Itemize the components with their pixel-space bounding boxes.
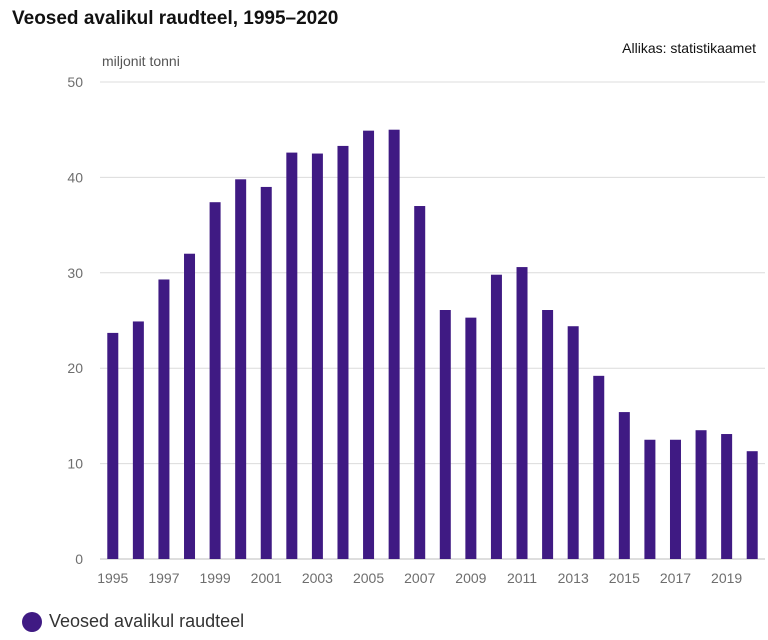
legend-swatch (22, 611, 42, 632)
bar-2017[interactable] (669, 439, 681, 559)
bar-2019[interactable] (721, 434, 733, 559)
x-tick-label: 2019 (711, 570, 742, 586)
bar-1997[interactable] (158, 279, 170, 559)
y-axis-label: miljonit tonni (102, 53, 180, 69)
bar-2016[interactable] (644, 439, 656, 559)
bar-2005[interactable] (363, 130, 375, 560)
x-tick-label: 1997 (148, 570, 179, 586)
bar-2020[interactable] (746, 451, 758, 559)
x-axis-ticks: 1995 1997 1999 2001 2003 2005 2007 2009 2011 2013… (97, 570, 742, 586)
bar-1995[interactable] (107, 332, 119, 559)
bar-2007[interactable] (414, 206, 426, 559)
bar-2004[interactable] (337, 145, 349, 559)
bar-1999[interactable] (209, 202, 221, 560)
y-tick-label: 50 (67, 74, 83, 90)
x-tick-label: 2001 (251, 570, 282, 586)
bar-2008[interactable] (439, 310, 451, 559)
bar-2010[interactable] (490, 274, 502, 559)
x-tick-label: 1999 (200, 570, 231, 586)
x-tick-label: 2011 (507, 570, 537, 586)
bar-2001[interactable] (260, 186, 272, 559)
bar-1998[interactable] (184, 253, 196, 559)
bar-2013[interactable] (567, 326, 579, 559)
bar-2014[interactable] (593, 375, 605, 559)
bar-2006[interactable] (388, 129, 400, 559)
y-tick-label: 40 (67, 169, 83, 185)
bar-2003[interactable] (311, 153, 323, 560)
y-tick-label: 20 (67, 360, 83, 376)
legend: Veosed avalikul raudteel (22, 611, 244, 632)
bar-2015[interactable] (618, 412, 630, 559)
x-tick-label: 2015 (609, 570, 640, 586)
bars (107, 129, 758, 560)
bar-2009[interactable] (465, 317, 477, 559)
gridlines (100, 81, 765, 560)
bar-1996[interactable] (132, 321, 144, 559)
x-tick-label: 2013 (558, 570, 589, 586)
source-label: Allikas: statistikaamet (622, 40, 756, 56)
bar-2000[interactable] (235, 179, 247, 560)
x-tick-label: 1995 (97, 570, 128, 586)
y-tick-label: 30 (67, 265, 83, 281)
x-tick-label: 2009 (455, 570, 486, 586)
y-tick-label: 10 (67, 456, 83, 472)
y-tick-label: 0 (75, 551, 83, 567)
x-tick-label: 2007 (404, 570, 435, 586)
bar-2011[interactable] (516, 267, 528, 559)
bar-2018[interactable] (695, 430, 707, 559)
bar-2012[interactable] (542, 310, 554, 559)
bar-2002[interactable] (286, 152, 298, 559)
x-tick-label: 2003 (302, 570, 333, 586)
y-axis-ticks: 0 10 20 30 40 50 (67, 74, 83, 567)
chart-title: Veosed avalikul raudteel, 1995–2020 (12, 8, 339, 29)
x-tick-label: 2017 (660, 570, 691, 586)
legend-label: Veosed avalikul raudteel (49, 611, 245, 631)
x-tick-label: 2005 (353, 570, 384, 586)
